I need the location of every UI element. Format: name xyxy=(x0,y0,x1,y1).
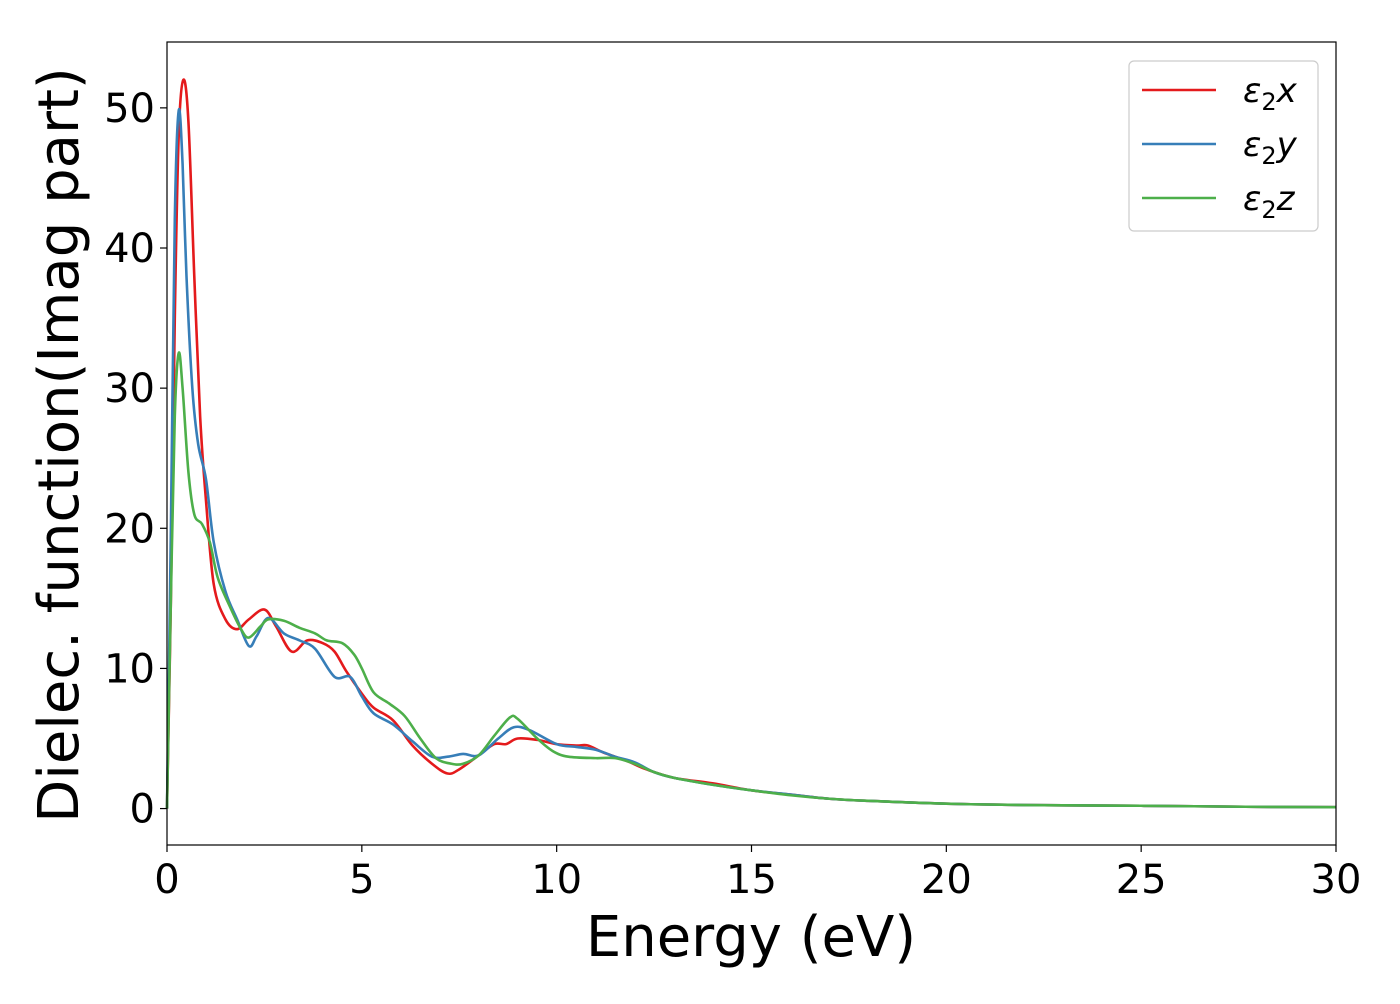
legend-label-z: ε2z xyxy=(1243,179,1296,224)
y-axis-ticks: 0 10 20 30 40 50 xyxy=(104,86,167,833)
x-tick-label: 15 xyxy=(726,857,777,903)
legend-label-x: ε2x xyxy=(1243,71,1298,116)
x-axis-ticks: 0 5 10 15 20 25 30 xyxy=(154,845,1361,903)
legend-box xyxy=(1128,60,1319,232)
legend: ε2x ε2y ε2z xyxy=(1128,60,1319,232)
legend-label-y: ε2y xyxy=(1243,125,1298,170)
y-tick-label: 30 xyxy=(104,366,155,412)
x-tick-label: 0 xyxy=(154,857,179,903)
y-tick-label: 10 xyxy=(104,646,155,692)
series-line-z xyxy=(165,351,1337,809)
series-layer xyxy=(165,78,1337,809)
y-tick-label: 20 xyxy=(104,506,155,552)
x-tick-label: 30 xyxy=(1311,857,1362,903)
y-tick-label: 0 xyxy=(130,787,155,833)
y-tick-label: 40 xyxy=(104,226,155,272)
x-tick-label: 25 xyxy=(1116,857,1167,903)
x-tick-label: 20 xyxy=(921,857,972,903)
x-tick-label: 10 xyxy=(531,857,582,903)
x-axis-label: Energy (eV) xyxy=(586,905,916,970)
y-axis-label: Dielec. function(Imag part) xyxy=(27,67,92,823)
y-tick-label: 50 xyxy=(104,86,155,132)
x-tick-label: 5 xyxy=(349,857,374,903)
